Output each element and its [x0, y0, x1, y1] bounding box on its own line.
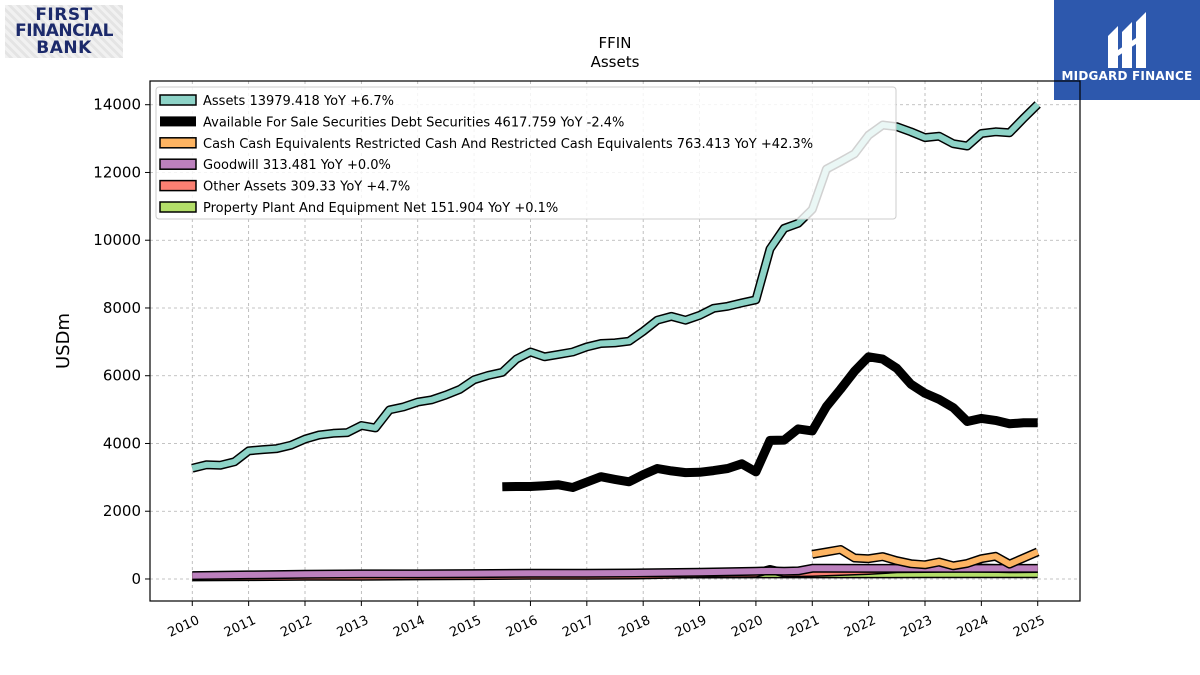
y-tick-label: 12000	[93, 163, 141, 181]
logo-text-line2: FINANCIAL	[15, 21, 113, 41]
legend-swatch	[159, 137, 197, 149]
legend-item: Property Plant And Equipment Net 151.904…	[159, 201, 558, 216]
series-cash-cash-equivalents-restricted-cash-and-restricted-cash-equivalents	[811, 545, 1040, 571]
logo-text-line1: FIRST	[35, 5, 93, 25]
legend-label: Property Plant And Equipment Net 151.904…	[203, 201, 558, 216]
x-tick-label: 2017	[560, 613, 596, 641]
legend-label: Cash Cash Equivalents Restricted Cash An…	[203, 137, 813, 152]
x-tick-label: 2023	[898, 613, 934, 641]
x-tick-label: 2011	[222, 613, 258, 641]
x-tick-label: 2025	[1011, 613, 1047, 641]
chart-title: FFIN	[599, 34, 632, 52]
y-tick-label: 0	[131, 570, 141, 588]
chart-subtitle: Assets	[591, 53, 640, 71]
x-tick-label: 2021	[786, 613, 822, 641]
x-tick-label: 2024	[955, 613, 991, 641]
series-lines	[191, 101, 1041, 582]
legend-swatch	[159, 158, 197, 170]
x-tick-label: 2019	[673, 613, 709, 641]
series-line	[811, 546, 1039, 569]
series-goodwill	[192, 563, 1038, 581]
legend-label: Assets 13979.418 YoY +6.7%	[203, 94, 394, 109]
y-tick-label: 10000	[93, 231, 141, 249]
x-tick-label: 2010	[166, 613, 202, 641]
first-financial-bank-logo: FIRST FINANCIAL BANK	[5, 5, 123, 58]
midgard-mark-icon	[1108, 12, 1146, 68]
x-tick-label: 2015	[447, 613, 483, 641]
y-axis-label: USDm	[53, 313, 74, 369]
legend-swatch	[159, 179, 197, 192]
series-line	[191, 102, 1040, 472]
x-tick-label: 2020	[729, 613, 765, 641]
x-tick-label: 2016	[504, 613, 540, 641]
legend-item: Assets 13979.418 YoY +6.7%	[159, 94, 394, 109]
logo-text-line3: BANK	[36, 38, 92, 58]
legend-item: Goodwill 313.481 YoY +0.0%	[159, 158, 391, 173]
legend-label: Goodwill 313.481 YoY +0.0%	[203, 158, 391, 173]
series-available-for-sale-securities-debt-securities	[502, 352, 1038, 492]
legend-item: Available For Sale Securities Debt Secur…	[160, 115, 624, 130]
plot-frame	[149, 80, 1081, 602]
legend-label: Available For Sale Securities Debt Secur…	[203, 115, 624, 130]
legend-item: Other Assets 309.33 YoY +4.7%	[159, 179, 410, 195]
x-axis: 2010 2011 2012 2013 2014 2015 2016 2017 2018 2019…	[166, 601, 1047, 641]
legend-swatch	[160, 116, 196, 127]
y-tick-label: 14000	[93, 96, 141, 114]
y-tick-label: 6000	[103, 367, 141, 385]
legend: Assets 13979.418 YoY +6.7% Available For …	[155, 86, 897, 220]
legend-label: Other Assets 309.33 YoY +4.7%	[203, 180, 410, 195]
x-tick-label: 2018	[617, 613, 653, 641]
y-tick-label: 4000	[103, 434, 141, 452]
y-tick-label: 8000	[103, 299, 141, 317]
y-tick-label: 2000	[103, 502, 141, 520]
series-assets	[191, 101, 1041, 473]
x-tick-label: 2013	[335, 613, 371, 641]
legend-item: Cash Cash Equivalents Restricted Cash An…	[159, 137, 813, 152]
midgard-finance-name: MIDGARD FINANCE	[1061, 69, 1193, 83]
x-tick-label: 2012	[278, 613, 314, 641]
y-axis: 0 2000 4000 6000 8000 10000 12000 14000	[93, 96, 150, 588]
midgard-finance-logo: MIDGARD FINANCE	[1054, 0, 1200, 100]
legend-box	[155, 86, 897, 220]
legend-swatch	[159, 201, 197, 213]
x-tick-label: 2022	[842, 613, 878, 641]
series-line	[192, 565, 1038, 579]
x-tick-label: 2014	[391, 613, 427, 641]
legend-swatch	[159, 94, 197, 106]
series-line	[502, 352, 1038, 492]
